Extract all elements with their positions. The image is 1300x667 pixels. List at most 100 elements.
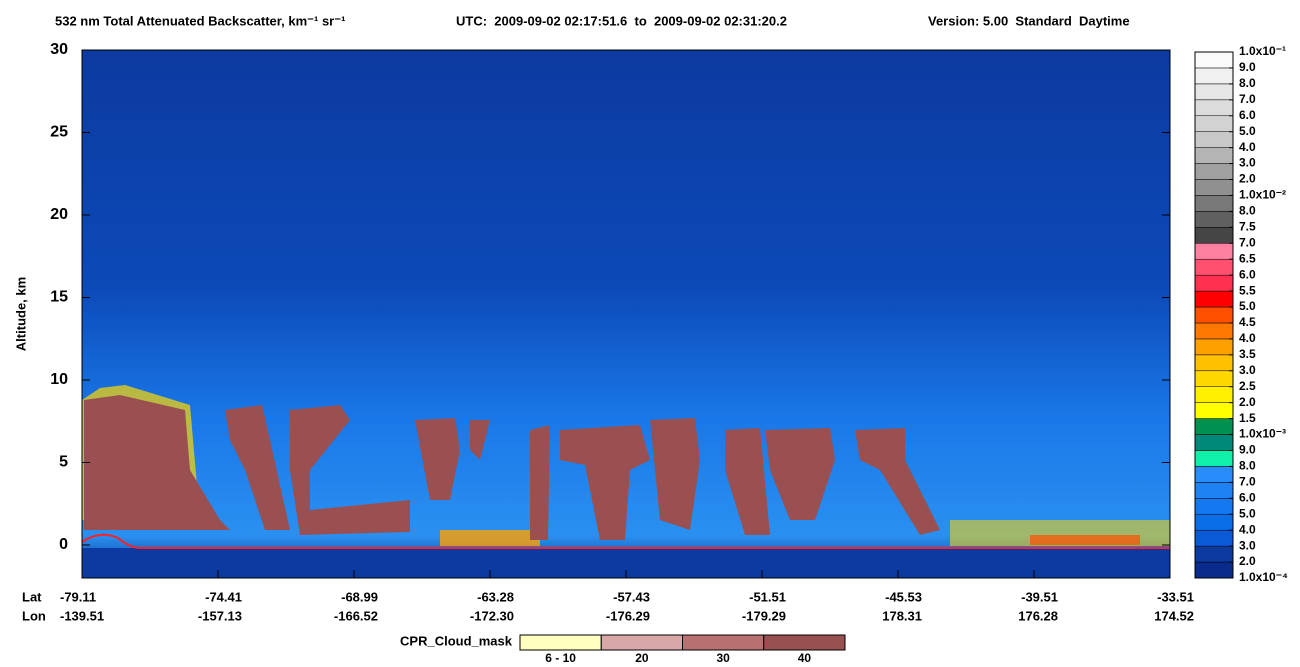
y-axis-label: Altitude, km xyxy=(13,277,28,351)
colorbar-tick-label: 1.0x10⁻⁴ xyxy=(1239,570,1288,584)
colorbar-band xyxy=(1194,163,1234,180)
colorbar-frame xyxy=(1194,51,1234,579)
colorbar-band xyxy=(1194,386,1234,403)
colorbar-tick-label: 3.5 xyxy=(1239,347,1256,361)
mask-legend-swatch xyxy=(600,634,683,651)
colorbar-tick-label: 7.0 xyxy=(1239,475,1256,489)
lat-tick-label: -79.11 xyxy=(60,589,96,604)
colorbar-tick-label: 6.0 xyxy=(1239,490,1256,504)
colorbar-band xyxy=(1194,561,1234,579)
colorbar-band xyxy=(1194,338,1234,356)
y-tick-label: 0 xyxy=(59,536,68,553)
colorbar-tick-label: 3.0 xyxy=(1239,156,1256,170)
colorbar-band xyxy=(1194,211,1234,228)
lat-tick-label: -39.51 xyxy=(1021,589,1058,604)
colorbar-band xyxy=(1194,99,1234,117)
colorbar-band xyxy=(1194,115,1234,132)
colorbar-band xyxy=(1194,529,1234,547)
version: Version: 5.00 Standard Daytime xyxy=(928,13,1130,28)
colorbar-band xyxy=(1194,322,1234,340)
colorbar-tick-label: 7.0 xyxy=(1239,92,1256,106)
colorbar-tick-label: 6.0 xyxy=(1239,267,1256,281)
colorbar-tick-label: 2.0 xyxy=(1239,395,1256,409)
lat-tick-label: -45.53 xyxy=(885,589,922,604)
colorbar-tick-label: 4.5 xyxy=(1239,315,1256,329)
colorbar-band xyxy=(1194,402,1234,419)
colorbar-tick-label: 4.0 xyxy=(1239,140,1256,154)
lon-tick-label: 176.28 xyxy=(1018,608,1058,623)
colorbar-band xyxy=(1194,274,1234,292)
y-tick-label: 30 xyxy=(50,41,68,58)
colorbar-tick-label: 8.0 xyxy=(1239,459,1256,473)
y-tick-label: 25 xyxy=(50,124,68,141)
lat-tick-label: -68.99 xyxy=(341,589,378,604)
colorbar-tick-label: 6.0 xyxy=(1239,108,1256,122)
lat-tick-label: -63.28 xyxy=(477,589,514,604)
y-tick-label: 5 xyxy=(59,454,68,471)
colorbar-band xyxy=(1194,258,1234,276)
lon-tick-label: -139.51 xyxy=(60,608,104,623)
x-row-label: Lat xyxy=(22,589,42,604)
colorbar-band xyxy=(1194,354,1234,372)
lon-tick-label: -179.29 xyxy=(742,608,786,623)
colorbar-band xyxy=(1194,306,1234,324)
colorbar-band xyxy=(1194,498,1234,515)
colorbar-tick-label: 4.0 xyxy=(1239,331,1256,345)
y-tick-label: 15 xyxy=(50,289,68,306)
lon-tick-label: -176.29 xyxy=(606,608,650,623)
colorbar-tick-label: 1.0x10⁻³ xyxy=(1239,427,1286,441)
colorbar-band xyxy=(1194,450,1234,467)
mask-legend-swatch xyxy=(519,634,602,651)
colorbar-band xyxy=(1194,466,1234,483)
lon-tick-label: -157.13 xyxy=(198,608,242,623)
mask-legend-swatch xyxy=(763,634,846,651)
mask-legend-label: 40 xyxy=(798,651,812,665)
colorbar-tick-label: 1.0x10⁻² xyxy=(1239,188,1286,202)
colorbar-tick-label: 7.0 xyxy=(1239,235,1256,249)
colorbar-band xyxy=(1194,67,1234,85)
mask-legend-swatch xyxy=(682,634,765,651)
mask-legend-label: 30 xyxy=(716,651,730,665)
y-tick-label: 20 xyxy=(50,206,68,223)
colorbar-tick-label: 5.0 xyxy=(1239,124,1256,138)
lat-tick-label: -57.43 xyxy=(613,589,650,604)
colorbar-band xyxy=(1194,434,1234,451)
colorbar-tick-label: 5.0 xyxy=(1239,299,1256,313)
lon-tick-label: 174.52 xyxy=(1154,608,1194,623)
colorbar-tick-label: 1.0x10⁻¹ xyxy=(1239,44,1286,58)
lat-tick-label: -51.51 xyxy=(749,589,786,604)
colorbar-band xyxy=(1194,243,1234,260)
mask-legend-label: 6 - 10 xyxy=(545,651,576,665)
y-tick-label: 10 xyxy=(50,371,68,388)
colorbar-tick-label: 1.5 xyxy=(1239,411,1256,425)
colorbar-band xyxy=(1194,545,1234,563)
colorbar-tick-label: 2.5 xyxy=(1239,379,1256,393)
colorbar-band xyxy=(1194,513,1234,531)
colorbar-tick-label: 2.0 xyxy=(1239,172,1256,186)
colorbar-band xyxy=(1194,227,1234,244)
lon-tick-label: -172.30 xyxy=(470,608,514,623)
chart-title: 532 nm Total Attenuated Backscatter, km⁻… xyxy=(55,13,345,28)
colorbar-tick-label: 3.0 xyxy=(1239,538,1256,552)
lat-tick-label: -33.51 xyxy=(1157,589,1194,604)
colorbar-tick-label: 5.5 xyxy=(1239,283,1256,297)
colorbar-tick-label: 3.0 xyxy=(1239,363,1256,377)
x-row-label: Lon xyxy=(22,608,46,623)
colorbar-band xyxy=(1194,131,1234,148)
time-range: UTC: 2009-09-02 02:17:51.6 to 2009-09-02… xyxy=(456,13,787,28)
colorbar-band xyxy=(1194,195,1234,212)
colorbar-tick-label: 4.0 xyxy=(1239,522,1256,536)
colorbar-band xyxy=(1194,83,1234,101)
mask-legend-label: 20 xyxy=(635,651,649,665)
lon-tick-label: 178.31 xyxy=(882,608,922,623)
colorbar-tick-label: 7.5 xyxy=(1239,220,1256,234)
colorbar-band xyxy=(1194,147,1234,164)
colorbar-band xyxy=(1194,290,1234,308)
colorbar-band xyxy=(1194,51,1234,69)
colorbar-band xyxy=(1194,179,1234,196)
colorbar-tick-label: 6.5 xyxy=(1239,251,1256,265)
colorbar-tick-label: 9.0 xyxy=(1239,443,1256,457)
colorbar-band xyxy=(1194,418,1234,435)
colorbar-tick-label: 2.0 xyxy=(1239,554,1256,568)
